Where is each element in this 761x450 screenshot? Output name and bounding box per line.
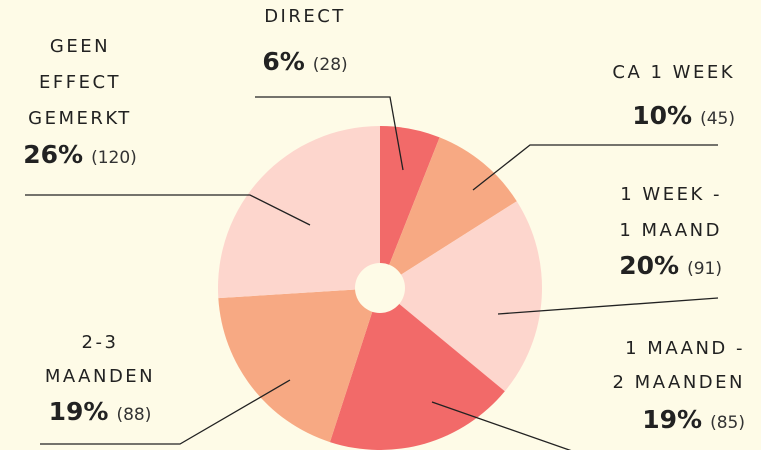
pie-slice	[380, 137, 517, 288]
count-label: (91)	[687, 259, 722, 279]
slice-label: 1 WEEK -	[620, 184, 722, 205]
slice-label: EFFECT	[39, 72, 121, 93]
slice-label: CA 1 WEEK	[612, 62, 735, 83]
pie-slice	[380, 201, 542, 392]
count-label: (120)	[91, 148, 137, 168]
pie-slice	[218, 126, 380, 299]
slice-label: 2 MAANDEN	[613, 372, 746, 393]
count-label: (28)	[313, 55, 348, 75]
pie-slice	[380, 126, 440, 288]
slice-value: 19% (88)	[49, 397, 152, 426]
slice-value: 20% (91)	[619, 251, 722, 280]
slice-label: DIRECT	[264, 6, 346, 27]
leader-line	[472, 144, 718, 191]
value-label: 19%	[49, 397, 109, 426]
value-label: 6%	[262, 47, 304, 76]
slice-value: 6% (28)	[262, 47, 347, 76]
value-label: 19%	[642, 405, 702, 434]
leader-line	[40, 379, 291, 445]
pie-slice	[218, 288, 380, 443]
slice-value: 19% (85)	[642, 405, 745, 434]
slice-label: GEEN	[50, 36, 110, 57]
value-label: 10%	[632, 101, 692, 130]
slice-label: MAANDEN	[45, 366, 155, 387]
count-label: (88)	[116, 405, 151, 425]
slice-label: 1 MAAND	[619, 220, 722, 241]
pie	[218, 126, 542, 450]
leader-line	[497, 297, 719, 315]
donut-hole	[355, 263, 405, 313]
leader-line	[25, 194, 311, 226]
count-label: (85)	[710, 413, 745, 433]
leader-line	[431, 401, 572, 450]
count-label: (45)	[700, 109, 735, 129]
pie-slice	[329, 288, 505, 450]
labels: DIRECT 6% (28) CA 1 WEEK 10% (45) 1 WEEK - 1 MA…	[23, 6, 745, 450]
leader-line	[255, 96, 404, 171]
value-label: 20%	[619, 251, 679, 280]
slice-value: 10% (45)	[632, 101, 735, 130]
slice-label: 2-3	[82, 332, 119, 353]
slice-value: 26% (120)	[23, 140, 137, 169]
value-label: 26%	[23, 140, 83, 169]
slice-label: 1 MAAND -	[625, 338, 745, 359]
slice-label: GEMERKT	[28, 108, 132, 129]
